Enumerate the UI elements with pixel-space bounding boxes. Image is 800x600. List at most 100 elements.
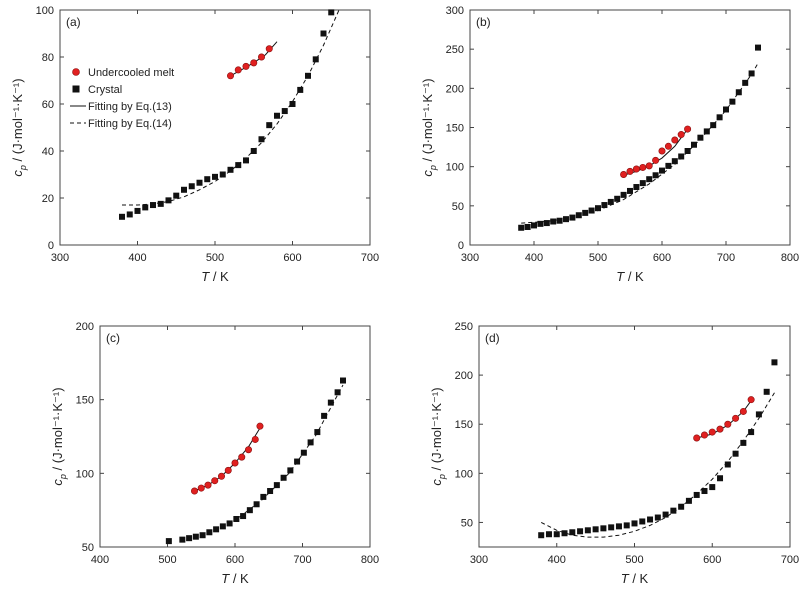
crystal-point <box>678 153 685 160</box>
fit-eq14-line <box>521 63 759 224</box>
melt-point <box>724 420 732 428</box>
crystal-point <box>665 162 672 169</box>
x-axis-title: T / K <box>616 269 644 284</box>
crystal-point <box>654 514 661 521</box>
plot-frame <box>478 325 791 548</box>
panel-label: (d) <box>485 331 500 345</box>
crystal-point <box>697 134 704 141</box>
crystal-point <box>755 44 761 51</box>
x-axis-title: T / K <box>201 269 229 284</box>
y-tick-label: 150 <box>446 123 464 135</box>
y-tick-label: 200 <box>455 370 473 382</box>
y-tick-label: 80 <box>42 52 54 64</box>
crystal-point <box>569 214 576 221</box>
x-axis-title: T / K <box>221 571 249 586</box>
melt-point <box>652 156 660 164</box>
melt-point <box>238 453 246 461</box>
crystal-point <box>300 449 307 456</box>
crystal-point <box>204 176 211 183</box>
crystal-point <box>627 187 633 194</box>
melt-point <box>245 446 253 454</box>
crystal-point <box>165 538 172 545</box>
crystal-point <box>258 136 265 143</box>
plot-frame <box>469 9 791 246</box>
crystal-point <box>192 533 199 540</box>
legend: Undercooled melt Crystal Fitting by Eq.(13… <box>70 67 174 130</box>
crystal-point <box>186 535 193 542</box>
crystal-point <box>188 183 195 190</box>
y-tick-label: 100 <box>76 468 94 480</box>
y-axis-title: cp / (J·mol⁻¹·K⁻¹) <box>10 78 28 176</box>
chart-panel-a: 300 400 500 600 700 0 20 40 60 80 100 (a) T / K cp / … <box>10 5 379 284</box>
crystal-point <box>631 520 638 527</box>
crystal-point <box>334 389 341 396</box>
x-tick-label: 500 <box>625 554 643 566</box>
x-axis-title: T / K <box>621 571 649 586</box>
crystal-point <box>267 488 274 495</box>
crystal-point <box>717 475 724 482</box>
crystal-point <box>119 213 125 220</box>
crystal-point <box>281 108 288 115</box>
crystal-point <box>250 148 257 154</box>
crystal-point <box>227 166 234 173</box>
crystal-point <box>157 200 164 207</box>
chart-panel-c: 400 500 600 700 800 50 100 150 200 (c) T / K cp / (… <box>50 321 379 586</box>
melt-point <box>256 422 264 430</box>
crystal-point <box>243 157 249 164</box>
crystal-point <box>691 141 697 148</box>
crystal-point <box>608 524 615 531</box>
crystal-point <box>670 507 677 514</box>
x-tick-label: 300 <box>470 554 488 566</box>
crystal-point <box>524 223 531 230</box>
melt-point <box>739 407 747 415</box>
melt-point <box>645 162 653 170</box>
x-tick-label: 600 <box>283 252 301 264</box>
crystal-point <box>240 513 247 520</box>
melt-point <box>632 165 640 173</box>
crystal-point <box>287 467 294 474</box>
crystal-point <box>615 523 622 530</box>
melt-point <box>204 481 212 489</box>
crystal-point <box>703 128 710 135</box>
crystal-point <box>266 122 273 129</box>
crystal-point <box>253 501 260 508</box>
crystal-point <box>577 528 584 535</box>
crystal-point <box>724 461 731 468</box>
crystal-point <box>709 484 716 491</box>
x-tick-label: 700 <box>781 554 799 566</box>
chart-panel-d: 300 400 500 600 700 50 100 150 200 250 (d) T / K cp … <box>429 321 799 586</box>
y-axis-title: cp / (J·mol⁻¹·K⁻¹) <box>429 387 447 485</box>
crystal-point <box>327 399 334 406</box>
crystal-point <box>320 30 327 37</box>
crystal-point <box>545 531 552 538</box>
crystal-point <box>179 536 186 543</box>
y-tick-label: 40 <box>42 146 54 158</box>
crystal-point <box>684 148 691 154</box>
crystal-point <box>735 89 742 96</box>
melt-point <box>620 171 628 179</box>
crystal-point <box>652 172 659 179</box>
x-tick-label: 400 <box>128 252 146 264</box>
y-tick-label: 150 <box>455 419 473 431</box>
crystal-point <box>639 518 646 525</box>
crystal-point <box>307 439 314 446</box>
crystal-point <box>685 497 692 504</box>
crystal-point <box>748 70 755 77</box>
melt-point <box>693 434 701 442</box>
y-tick-label: 200 <box>446 83 464 95</box>
crystal-point <box>543 220 550 227</box>
x-tick-label: 600 <box>226 554 244 566</box>
crystal-point <box>212 173 218 180</box>
x-tick-label: 700 <box>717 252 735 264</box>
melt-point <box>257 53 265 61</box>
crystal-point <box>771 359 778 366</box>
crystal-point <box>150 202 156 209</box>
crystal-point <box>763 388 770 395</box>
x-tick-label: 800 <box>781 252 799 264</box>
crystal-point <box>646 176 653 183</box>
y-tick-label: 0 <box>48 240 54 252</box>
panel-label: (b) <box>476 15 491 29</box>
crystal-point <box>165 197 172 204</box>
crystal-point <box>305 72 311 79</box>
legend-label-fit13: Fitting by Eq.(13) <box>88 101 172 113</box>
